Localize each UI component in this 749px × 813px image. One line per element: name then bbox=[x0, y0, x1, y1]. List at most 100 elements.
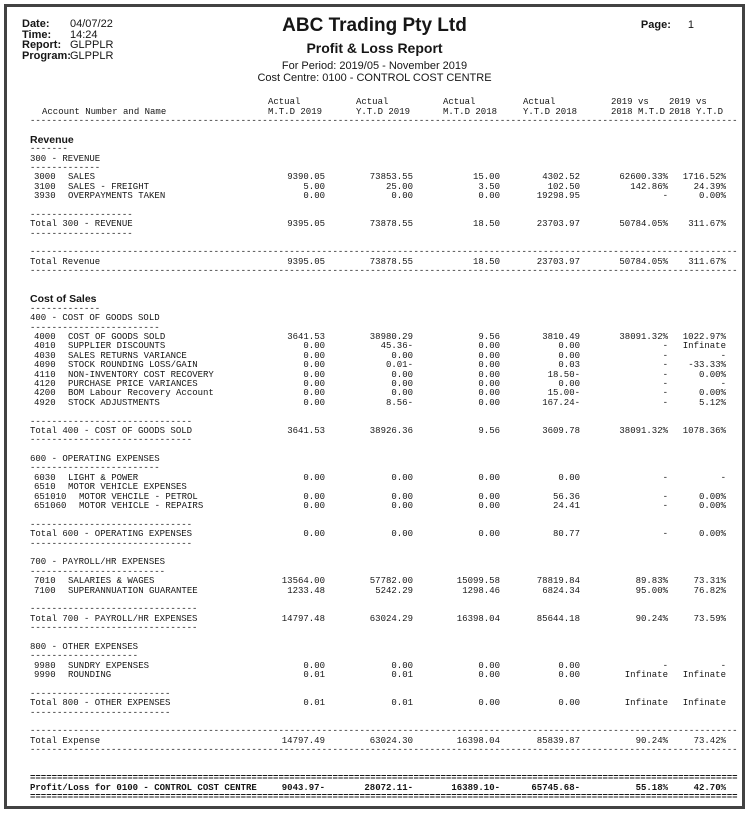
report-meta: Date: 04/07/22 Time: 14:24 Report: GLPPLR P… bbox=[22, 18, 114, 62]
cell-value: 0.00 bbox=[558, 660, 580, 671]
dash-line: ------------------------------ bbox=[30, 519, 193, 530]
column-header-ytd-2018: Actual Y.T.D 2018 bbox=[522, 97, 577, 117]
cell-value: 3810.49 bbox=[542, 331, 580, 342]
cell-value: 42.70% bbox=[693, 782, 726, 793]
dash-line: -------------------- bbox=[30, 651, 139, 662]
account-row: 3100 SALES - FREIGHT 5.00 25.00 3.50 102.50 14… bbox=[7, 181, 742, 192]
dash-line: -------------------------- bbox=[30, 707, 171, 718]
cell-value: 0.00 bbox=[478, 397, 500, 408]
cell-value: - bbox=[662, 529, 668, 540]
cell-value: 3641.53 bbox=[287, 425, 325, 436]
cell-value: 0.00 bbox=[478, 529, 500, 540]
section-heading: Cost of Sales bbox=[30, 293, 97, 306]
cell-value: 0.00 bbox=[303, 472, 325, 483]
account-number: 3000 bbox=[34, 172, 56, 183]
cell-value: 102.50 bbox=[547, 181, 580, 192]
cell-value: 14797.48 bbox=[281, 613, 325, 624]
cell-value: 78819.84 bbox=[536, 576, 580, 587]
total-label: Total 400 - COST OF GOODS SOLD bbox=[30, 425, 193, 436]
cell-value: 0.01 bbox=[391, 670, 413, 681]
total-label: Total 300 - REVENUE bbox=[30, 219, 133, 230]
cell-value: 0.00 bbox=[478, 191, 500, 202]
total-label: Total 700 - PAYROLL/HR EXPENSES bbox=[30, 613, 198, 624]
cell-value: 0.00 bbox=[478, 660, 500, 671]
account-number: 651010 bbox=[34, 491, 67, 502]
cell-value: 1233.48 bbox=[287, 585, 325, 596]
cell-value: - bbox=[662, 388, 668, 399]
cell-value: 9043.97- bbox=[281, 782, 325, 793]
account-name: OVERPAYMENTS TAKEN bbox=[68, 191, 166, 202]
cell-value: 0.00 bbox=[303, 341, 325, 352]
cell-value: 9.56 bbox=[478, 425, 500, 436]
cell-value: 23703.97 bbox=[536, 219, 580, 230]
double-separator: ========================================… bbox=[30, 792, 738, 803]
cell-value: 62600.33% bbox=[619, 172, 668, 183]
cell-value: 311.67% bbox=[688, 219, 726, 230]
cell-value: 0.00 bbox=[558, 472, 580, 483]
cell-value: 3.50 bbox=[478, 181, 500, 192]
dash-line: ------- bbox=[30, 144, 68, 155]
full-separator: ----------------------------------------… bbox=[30, 266, 738, 277]
account-number: 4920 bbox=[34, 397, 56, 408]
cell-value: 0.00% bbox=[698, 501, 726, 512]
account-row: 4010 SUPPLIER DISCOUNTS 0.00 45.36- 0.00 0.00… bbox=[7, 341, 742, 352]
account-number: 651060 bbox=[34, 501, 67, 512]
cell-value: 16398.04 bbox=[456, 735, 500, 746]
cell-value: Infinate bbox=[682, 670, 726, 681]
cell-value: - bbox=[720, 378, 726, 389]
account-name: BOM Labour Recovery Account bbox=[68, 388, 214, 399]
cell-value: - bbox=[720, 660, 726, 671]
cell-value: 57782.00 bbox=[369, 576, 413, 587]
account-row: 4110 NON-INVENTORY COST RECOVERY 0.00 0.00 0… bbox=[7, 370, 742, 380]
account-row: 4200 BOM Labour Recovery Account 0.00 0.00 0… bbox=[7, 388, 742, 399]
date-label: Date: bbox=[22, 18, 50, 30]
cell-value: 0.00 bbox=[478, 341, 500, 352]
cell-value: 73.31% bbox=[693, 576, 726, 587]
total-label: Total Expense bbox=[30, 735, 101, 746]
group-total-row: Total 800 - OTHER EXPENSES 0.01 0.01 0.00 0.… bbox=[7, 698, 742, 709]
program-value: GLPPLR bbox=[70, 49, 114, 62]
cell-value: 5.12% bbox=[698, 397, 726, 408]
account-row: 7010 SALARIES & WAGES 13564.00 57782.00 1509… bbox=[7, 576, 742, 587]
account-row: 6510 MOTOR VEHICLE EXPENSES bbox=[7, 482, 742, 492]
blank-line bbox=[7, 126, 742, 135]
cell-value: 0.00 bbox=[303, 191, 325, 202]
dash-line: -------------------------- bbox=[30, 688, 171, 699]
cell-value: - bbox=[662, 472, 668, 483]
account-row: 4120 PURCHASE PRICE VARIANCES 0.00 0.00 0.00… bbox=[7, 378, 742, 389]
cell-value: 50784.05% bbox=[619, 256, 668, 267]
account-name: SALARIES & WAGES bbox=[68, 576, 155, 587]
account-row: 7100 SUPERANNUATION GUARANTEE 1233.48 5242.… bbox=[7, 585, 742, 596]
company-name: ABC Trading Pty Ltd bbox=[282, 15, 467, 36]
cell-value: 0.00 bbox=[558, 378, 580, 389]
dash-line: ------------------------------ bbox=[30, 435, 193, 446]
account-row: 4030 SALES RETURNS VARIANCE 0.00 0.00 0.00 0.… bbox=[7, 350, 742, 361]
report-code-label: Report: bbox=[22, 39, 62, 51]
cell-value: 1022.97% bbox=[682, 331, 726, 342]
time-value: 14:24 bbox=[70, 28, 98, 41]
cell-value: - bbox=[662, 341, 668, 352]
cell-value: 95.00% bbox=[635, 585, 668, 596]
account-number: 4200 bbox=[34, 388, 56, 399]
cell-value: - bbox=[662, 491, 668, 502]
cell-value: 0.00 bbox=[391, 350, 413, 361]
cell-value: 0.00 bbox=[558, 670, 580, 681]
dash-line: ------------------------ bbox=[30, 463, 160, 474]
cell-value: 65745.68- bbox=[531, 782, 580, 793]
column-header-mtd-2018: Actual M.T.D 2018 bbox=[442, 97, 497, 117]
cell-value: Infinate bbox=[624, 698, 668, 709]
cell-value: 0.00 bbox=[478, 350, 500, 361]
cost-centre-line: Cost Centre: 0100 - CONTROL COST CENTRE bbox=[257, 72, 492, 84]
cell-value: 14797.49 bbox=[281, 735, 325, 746]
section-total-row: Total Expense 14797.49 63024.30 16398.04 858… bbox=[7, 735, 742, 746]
group-code: 600 - OPERATING EXPENSES bbox=[30, 454, 160, 465]
cell-value: 38091.32% bbox=[619, 331, 668, 342]
account-name: SALES - FREIGHT bbox=[68, 181, 150, 192]
cell-value: 15.00- bbox=[547, 388, 580, 399]
column-header-mtd-2019: Actual M.T.D 2019 bbox=[267, 97, 322, 117]
cell-value bbox=[580, 483, 668, 492]
section-total-row: Total Revenue 9395.05 73878.55 18.50 23703.9… bbox=[7, 256, 742, 267]
account-number: 6030 bbox=[34, 472, 56, 483]
group-total-row: Total 300 - REVENUE 9395.05 73878.55 18.50 2… bbox=[7, 219, 742, 230]
